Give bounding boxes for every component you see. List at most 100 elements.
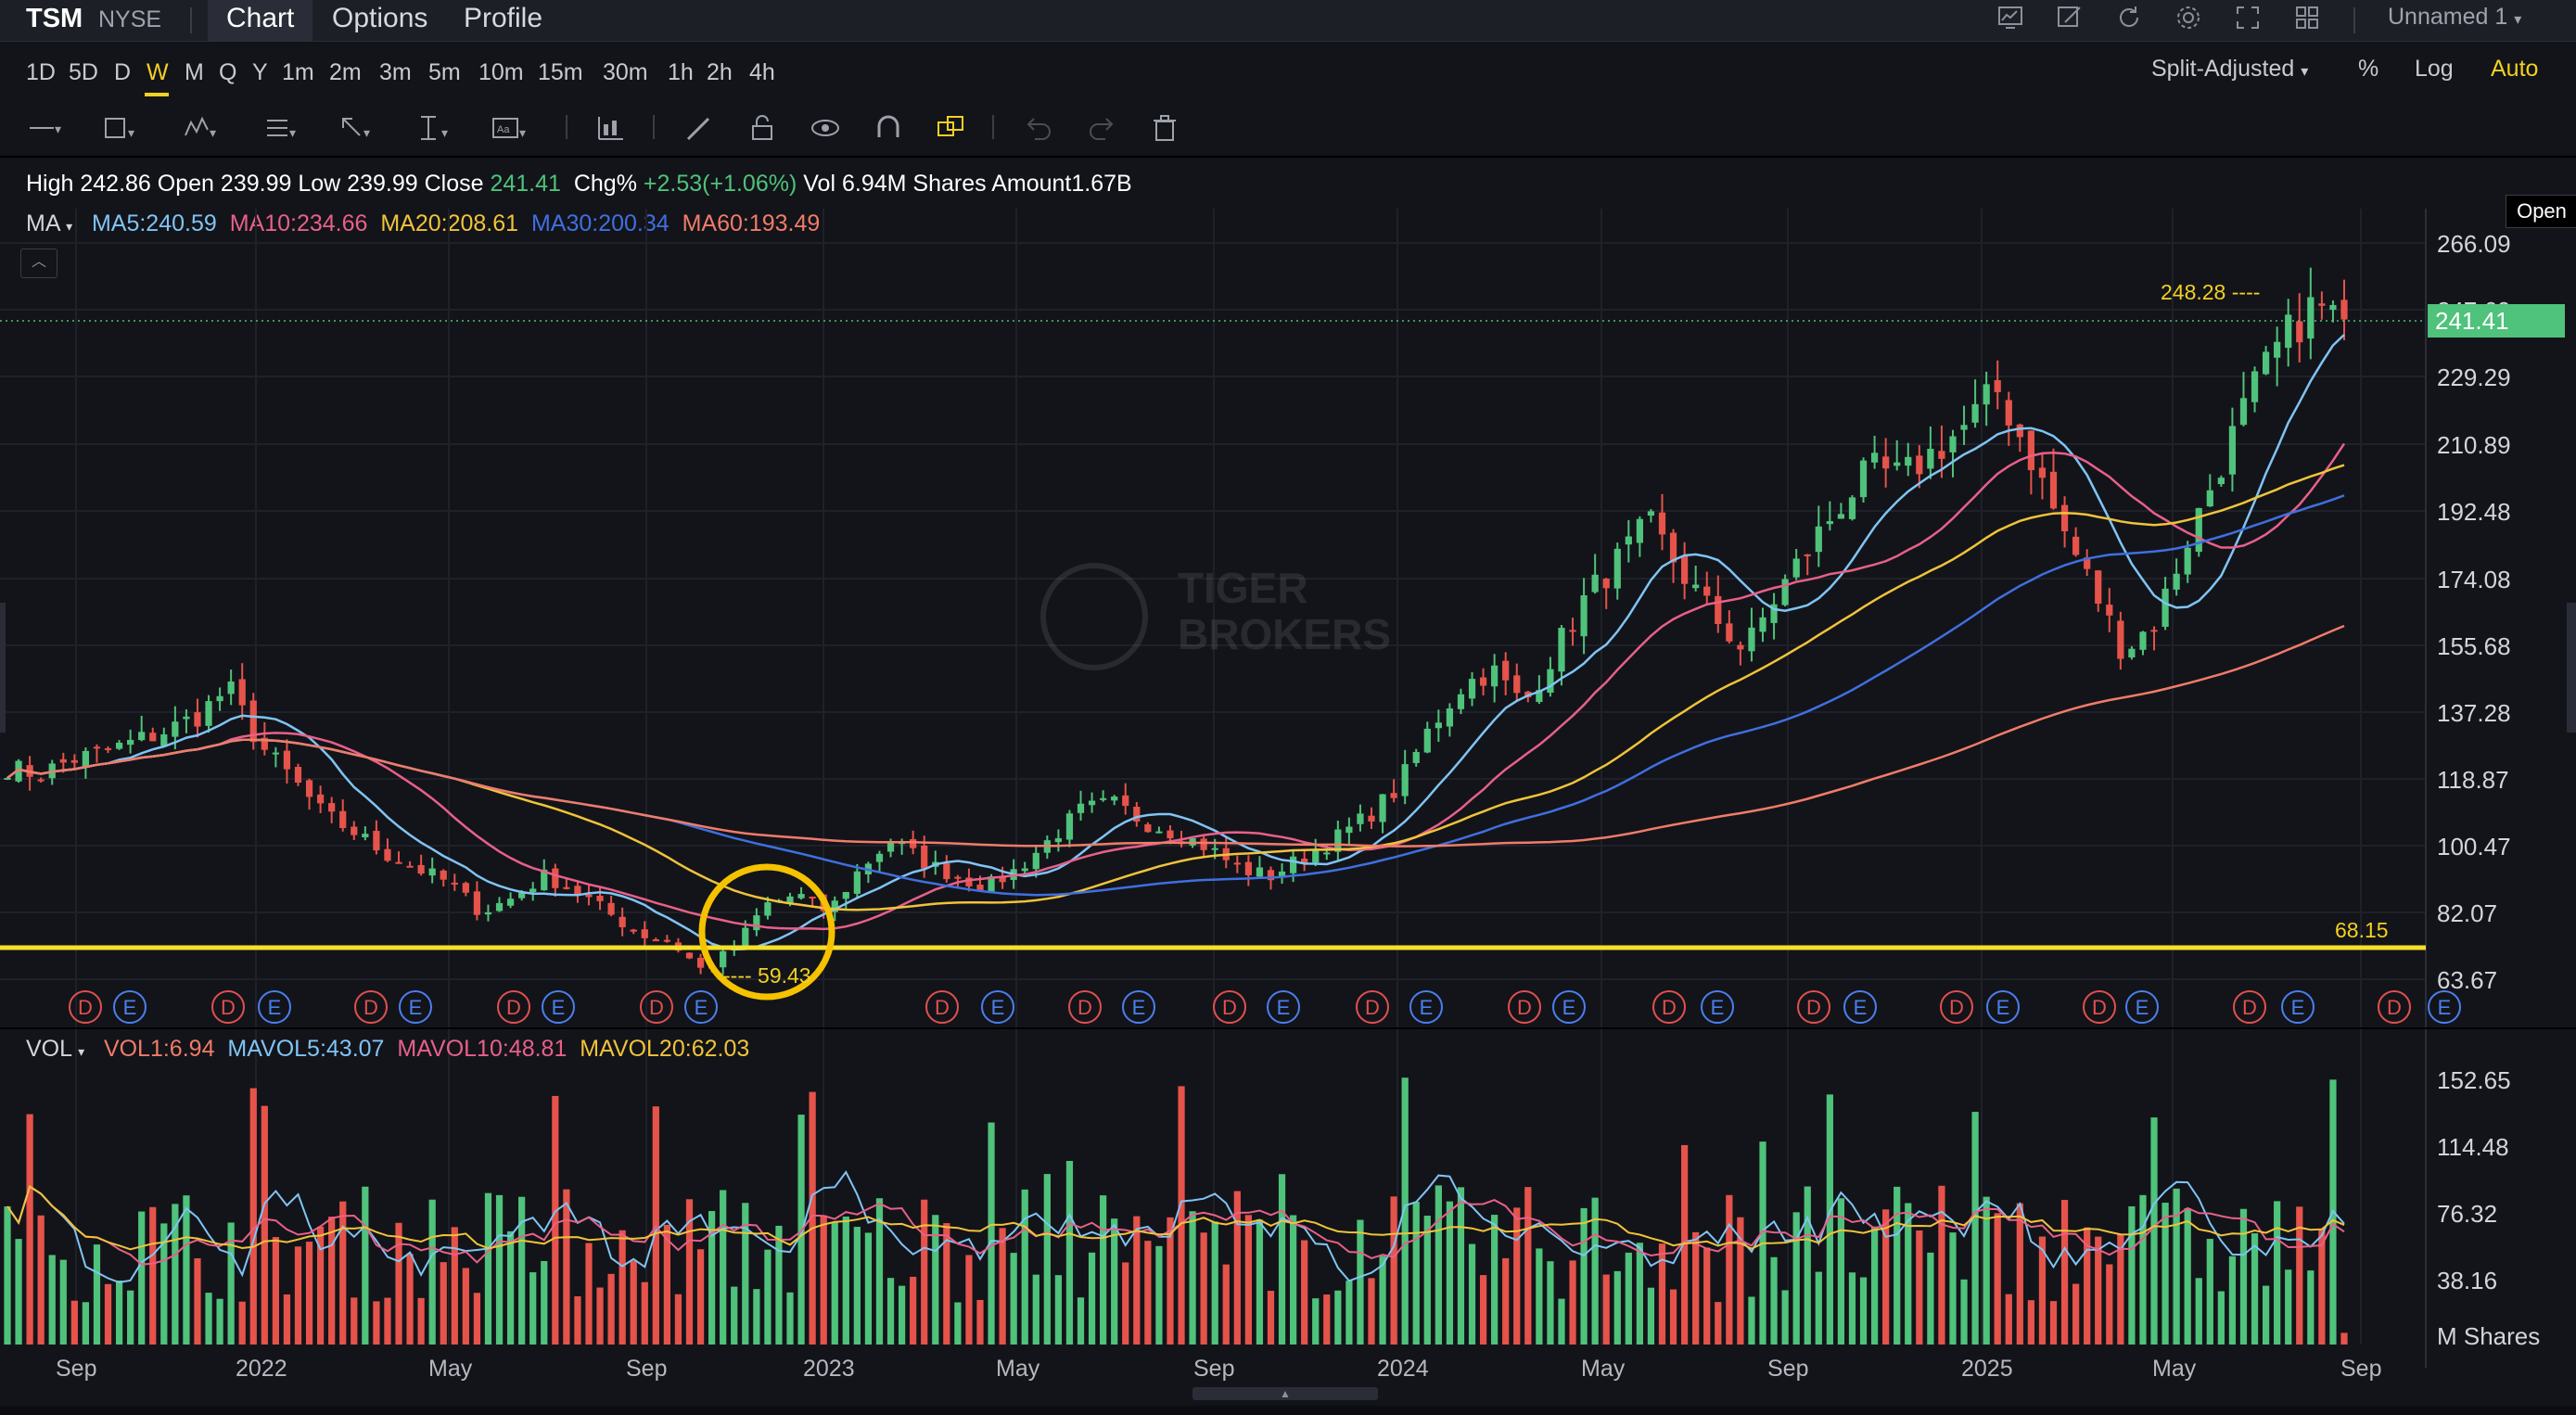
dividend-marker[interactable]: D xyxy=(1356,990,1389,1024)
undo-icon[interactable] xyxy=(1020,109,1057,147)
period-2m[interactable]: 2m xyxy=(329,59,362,85)
period-30m[interactable]: 30m xyxy=(603,59,648,85)
earnings-marker[interactable]: E xyxy=(542,990,575,1024)
earnings-marker[interactable]: E xyxy=(1986,990,2020,1024)
fib-tool-icon[interactable]: ▾ xyxy=(261,109,299,147)
rectangle-tool-icon[interactable]: ▾ xyxy=(100,109,137,147)
earnings-marker[interactable]: E xyxy=(113,990,147,1024)
period-15m[interactable]: 15m xyxy=(538,59,583,85)
pattern-tool-icon[interactable]: ▾ xyxy=(182,109,219,147)
chart-style-icon[interactable] xyxy=(1994,4,2027,37)
period-W[interactable]: W xyxy=(147,59,169,85)
tab-profile[interactable]: Profile xyxy=(464,3,543,33)
vol-label: Vol xyxy=(803,171,836,197)
dividend-marker[interactable]: D xyxy=(640,990,673,1024)
open-panel-button[interactable]: Open xyxy=(2506,195,2576,228)
line-tool-icon[interactable]: ▾ xyxy=(26,109,63,147)
settings-icon[interactable] xyxy=(2172,4,2205,37)
text-tool-icon[interactable]: Aa ▾ xyxy=(490,109,527,147)
eye-icon[interactable] xyxy=(807,109,844,147)
earnings-marker[interactable]: E xyxy=(1701,990,1734,1024)
period-2h[interactable]: 2h xyxy=(707,59,733,85)
redo-icon[interactable] xyxy=(1083,109,1120,147)
period-5m[interactable]: 5m xyxy=(428,59,461,85)
layers-icon[interactable] xyxy=(933,109,970,147)
dividend-marker[interactable]: D xyxy=(2378,990,2411,1024)
ma-selector[interactable]: MA ▾ xyxy=(26,210,72,236)
candle-body xyxy=(2296,321,2303,343)
earnings-marker[interactable]: E xyxy=(1122,990,1155,1024)
earnings-marker[interactable]: E xyxy=(2281,990,2315,1024)
period-1h[interactable]: 1h xyxy=(668,59,694,85)
dividend-marker[interactable]: D xyxy=(211,990,245,1024)
earnings-marker[interactable]: E xyxy=(2428,990,2461,1024)
trash-icon[interactable] xyxy=(1146,109,1183,147)
volume-bar xyxy=(1100,1195,1107,1345)
earnings-marker[interactable]: E xyxy=(258,990,291,1024)
dividend-marker[interactable]: D xyxy=(2233,990,2266,1024)
divider xyxy=(992,115,994,139)
dividend-marker[interactable]: D xyxy=(1652,990,1686,1024)
period-Q[interactable]: Q xyxy=(219,59,237,85)
fullscreen-icon[interactable] xyxy=(2231,4,2264,37)
auto-toggle[interactable]: Auto xyxy=(2491,56,2539,82)
indicator-tool-icon[interactable] xyxy=(593,109,631,147)
dividend-marker[interactable]: D xyxy=(354,990,388,1024)
adjust-selector[interactable]: Split-Adjusted ▾ xyxy=(2151,56,2308,83)
earnings-marker[interactable]: E xyxy=(684,990,718,1024)
tab-chart[interactable]: Chart xyxy=(208,0,313,41)
left-edge-handle[interactable] xyxy=(0,603,6,733)
dividend-marker[interactable]: D xyxy=(1940,990,1973,1024)
candle-body xyxy=(696,957,705,968)
candle-body xyxy=(1636,518,1643,543)
earnings-marker[interactable]: E xyxy=(981,990,1014,1024)
period-10m[interactable]: 10m xyxy=(478,59,524,85)
measure-tool-icon[interactable]: ▾ xyxy=(414,109,451,147)
right-edge-handle[interactable] xyxy=(2567,603,2576,733)
refresh-icon[interactable] xyxy=(2112,4,2146,37)
period-Y[interactable]: Y xyxy=(252,59,268,85)
pencil-icon[interactable] xyxy=(681,109,718,147)
percent-toggle[interactable]: % xyxy=(2358,56,2379,82)
dividend-marker[interactable]: D xyxy=(69,990,102,1024)
dividend-marker[interactable]: D xyxy=(1213,990,1246,1024)
scroll-handle[interactable]: ▲ xyxy=(1192,1387,1378,1400)
earnings-marker[interactable]: E xyxy=(399,990,432,1024)
tab-options[interactable]: Options xyxy=(332,3,428,33)
collapse-legend-button[interactable]: ︿ xyxy=(20,249,57,278)
layout-icon[interactable] xyxy=(2290,4,2324,37)
candle-body xyxy=(1848,497,1856,519)
log-toggle[interactable]: Log xyxy=(2415,56,2454,82)
dividend-marker[interactable]: D xyxy=(1068,990,1102,1024)
earnings-marker[interactable]: E xyxy=(1409,990,1443,1024)
period-3m[interactable]: 3m xyxy=(379,59,412,85)
chevron-up-icon: ▲ xyxy=(1280,1387,1291,1400)
ma-line-30 xyxy=(6,494,2345,897)
ticker-symbol: TSM xyxy=(26,4,83,33)
period-D[interactable]: D xyxy=(114,59,132,85)
period-M[interactable]: M xyxy=(185,59,204,85)
layout-selector[interactable]: Unnamed 1 ▾ xyxy=(2388,4,2521,31)
dividend-marker[interactable]: D xyxy=(1508,990,1541,1024)
earnings-marker[interactable]: E xyxy=(1552,990,1586,1024)
panel-divider[interactable] xyxy=(0,1027,2576,1029)
dividend-marker[interactable]: D xyxy=(497,990,530,1024)
period-5D[interactable]: 5D xyxy=(69,59,98,85)
dividend-marker[interactable]: D xyxy=(1797,990,1830,1024)
dividend-marker[interactable]: D xyxy=(2083,990,2116,1024)
arrow-tool-icon[interactable]: ▾ xyxy=(336,109,373,147)
period-4h[interactable]: 4h xyxy=(749,59,775,85)
price-chart[interactable]: TIGER BROKERS xyxy=(0,209,2576,1368)
period-1D[interactable]: 1D xyxy=(26,59,56,85)
earnings-marker[interactable]: E xyxy=(1267,990,1300,1024)
earnings-marker[interactable]: E xyxy=(1843,990,1877,1024)
earnings-marker[interactable]: E xyxy=(2125,990,2159,1024)
vol-selector[interactable]: VOL ▾ xyxy=(26,1036,84,1062)
magnet-icon[interactable] xyxy=(870,109,907,147)
candle-body xyxy=(1647,511,1655,516)
dividend-marker[interactable]: D xyxy=(925,990,959,1024)
draw-icon[interactable] xyxy=(2053,4,2086,37)
candle-body xyxy=(2239,398,2248,426)
lock-icon[interactable] xyxy=(744,109,781,147)
period-1m[interactable]: 1m xyxy=(282,59,314,85)
